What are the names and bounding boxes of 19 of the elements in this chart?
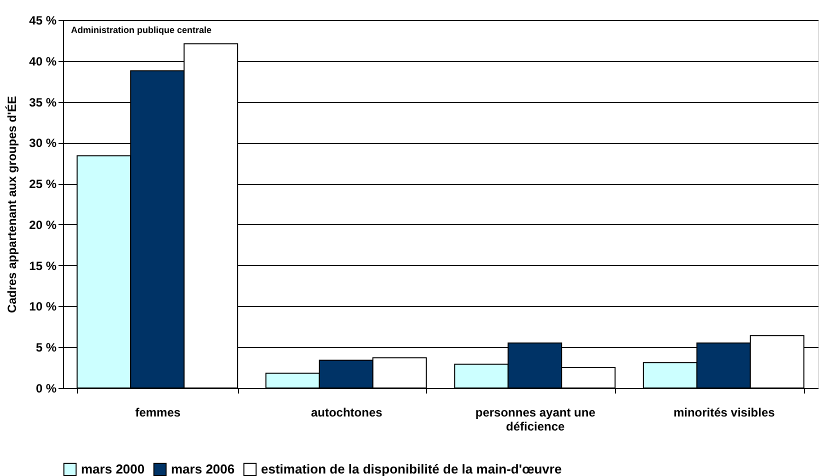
legend-label: mars 2006	[171, 461, 235, 476]
x-tick-label: femmes	[135, 406, 181, 420]
annotation: Administration publique centrale	[71, 25, 212, 35]
y-tick-label: 25 %	[29, 177, 57, 192]
legend-label: estimation de la disponibilité de la main-d'œuvre	[261, 461, 562, 476]
y-tick-label: 40 %	[29, 54, 57, 68]
y-tick-label: 20 %	[29, 218, 57, 232]
x-tick-label: minorités visibles	[673, 406, 776, 420]
y-tick-label: 15 %	[29, 258, 57, 273]
y-tick-label: 0 %	[36, 382, 57, 396]
y-tick-label: 10 %	[29, 300, 57, 314]
x-tick-label: autochtones	[310, 406, 383, 420]
y-axis-title: Cadres appartenant aux groupes d'ÉE	[5, 96, 20, 313]
y-tick-label: 45 %	[29, 14, 57, 28]
y-tick-label: 5 %	[36, 340, 57, 355]
y-tick-label: 35 %	[29, 95, 57, 110]
y-tick-label: 30 %	[29, 136, 57, 150]
legend-label: mars 2000	[81, 461, 145, 476]
x-tick-label: personnes ayant une déficience	[475, 406, 596, 434]
